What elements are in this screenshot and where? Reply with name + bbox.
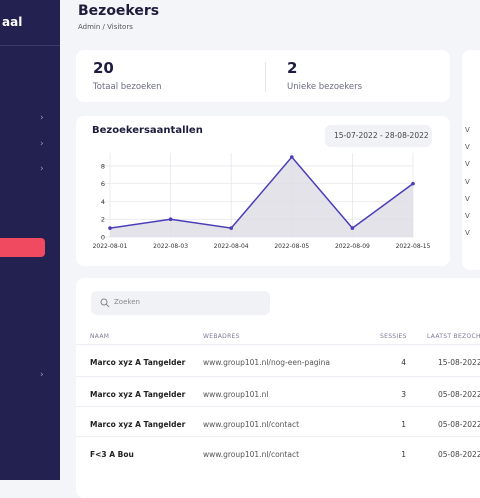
point <box>168 217 173 222</box>
x-tick-label: 2022-08-04 <box>214 243 249 250</box>
row-divider <box>76 436 480 437</box>
y-tick-label: 0 <box>101 234 105 242</box>
date-range[interactable]: 15-07-2022 - 28-08-2022 <box>325 125 432 147</box>
line-chart: 0 2 4 6 8 2022-08-01 2022-08-03 2022-08-04 2022-… <box>93 153 431 250</box>
chart-title: Bezoekersaantallen <box>92 125 203 136</box>
point <box>411 181 415 186</box>
last-visited: 15-08-2022 <box>438 358 480 367</box>
sessions: 4 <box>401 358 406 367</box>
side-item: V <box>465 194 470 203</box>
column-header: NAAM <box>90 333 110 340</box>
y-tick-label: 2 <box>101 216 105 224</box>
stat-value: 20 <box>93 59 114 77</box>
active-menu-item[interactable] <box>0 238 45 257</box>
row-divider <box>76 376 480 377</box>
x-tick-label: 2022-08-09 <box>335 243 370 250</box>
point <box>350 226 355 230</box>
visitor-name: F<3 A Bou <box>90 450 134 459</box>
chevron[interactable]: › <box>40 370 44 380</box>
column-header: WEBADRES <box>203 333 240 340</box>
column-header: SESSIES <box>380 333 407 340</box>
x-tick-label: 2022-08-05 <box>274 243 309 250</box>
x-tick-label: 2022-08-15 <box>396 243 431 250</box>
web-address: www.group101.nl/nog-een-pagina <box>203 358 330 367</box>
date-range-text: 15-07-2022 - 28-08-2022 <box>334 131 429 140</box>
stat-value: 2 <box>287 59 298 77</box>
stat-label: Totaal bezoeken <box>93 82 162 92</box>
stats-card: 20 Totaal bezoeken 2 Unieke bezoekers <box>76 50 450 102</box>
visitor-name: Marco xyz A Tangelder <box>90 390 186 399</box>
last-visited: 05-08-2022 <box>438 420 480 429</box>
web-address: www.group101.nl <box>203 390 269 399</box>
sessions: 3 <box>401 390 406 399</box>
point <box>108 226 112 230</box>
y-tick-label: 6 <box>101 180 105 188</box>
sessions: 1 <box>401 450 406 459</box>
row-divider <box>76 406 480 407</box>
chevron[interactable]: › <box>40 139 44 149</box>
chevron[interactable]: › <box>40 113 44 123</box>
point <box>290 155 294 159</box>
side-item: V <box>465 160 470 169</box>
side-item: V <box>465 177 470 186</box>
sidebar-divider <box>0 45 60 46</box>
x-tick-label: 2022-08-01 <box>93 243 128 250</box>
sidebar-title: aal <box>2 15 23 29</box>
sessions: 1 <box>401 420 406 429</box>
last-visited: 05-08-2022 <box>438 450 480 459</box>
x-tick-label: 2022-08-03 <box>153 243 188 250</box>
y-tick-label: 8 <box>101 162 105 170</box>
table-card: Zoeken NAAM WEBADRES SESSIES LAATST BEZOCHT… <box>76 278 480 498</box>
search-placeholder: Zoeken <box>114 298 140 306</box>
search-box[interactable]: Zoeken <box>91 291 270 315</box>
stat-label: Unieke bezoekers <box>287 82 363 92</box>
stat-divider <box>265 62 266 92</box>
y-tick-label: 4 <box>101 198 105 206</box>
point <box>229 226 233 230</box>
visitor-name: Marco xyz A Tangelder <box>90 420 186 429</box>
sidebar: aal › › › › <box>0 0 60 480</box>
web-address: www.group101.nl/contact <box>203 420 300 429</box>
column-header: LAATST BEZOCHT <box>427 333 480 340</box>
row-divider <box>76 344 480 345</box>
line <box>109 155 414 230</box>
chart-card: Bezoekersaantallen 15-07-2022 - 28-08-20… <box>76 116 450 266</box>
web-address: www.group101.nl/contact <box>203 450 300 459</box>
chevron[interactable]: › <box>40 164 44 174</box>
visitor-name: Marco xyz A Tangelder <box>90 358 186 367</box>
side-item: V <box>465 212 470 220</box>
side-item: V <box>465 126 470 134</box>
side-item: V <box>465 143 470 152</box>
search-icon <box>100 298 110 308</box>
page-title: Bezoekers <box>78 3 160 19</box>
area-fill <box>110 157 413 237</box>
breadcrumb: Admin / Visitors <box>78 23 133 31</box>
last-visited: 05-08-2022 <box>438 390 480 399</box>
side-item: V <box>465 229 470 238</box>
